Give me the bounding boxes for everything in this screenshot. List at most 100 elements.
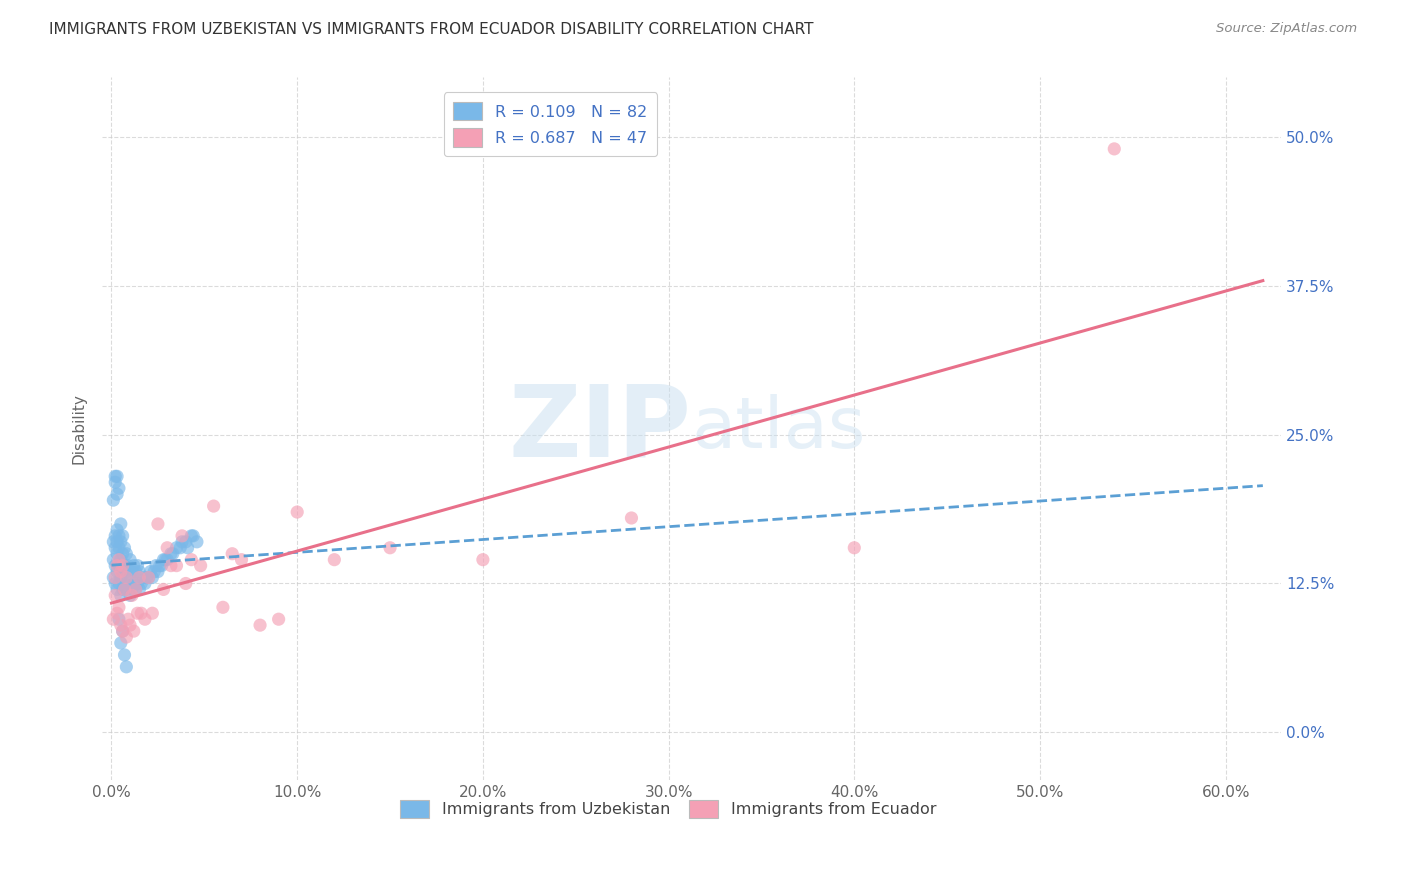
Point: [114, 582, 136, 597]
Point: [180, 529, 202, 543]
Point: [156, 541, 179, 555]
Point: [115, 570, 138, 584]
Point: [105, 565, 128, 579]
Point: [146, 565, 169, 579]
Point: [105, 582, 128, 597]
Point: [620, 511, 643, 525]
Point: [127, 558, 149, 573]
Point: [115, 565, 138, 579]
Point: [108, 612, 131, 626]
Point: [103, 534, 125, 549]
Point: [104, 576, 127, 591]
Point: [160, 558, 183, 573]
Point: [128, 570, 150, 584]
Point: [152, 582, 174, 597]
Point: [114, 541, 136, 555]
Point: [110, 636, 132, 650]
Point: [115, 582, 138, 597]
Point: [114, 648, 136, 662]
Point: [120, 618, 142, 632]
Point: [103, 612, 125, 626]
Point: [139, 565, 162, 579]
Point: [138, 570, 160, 584]
Point: [111, 565, 134, 579]
Point: [110, 552, 132, 566]
Point: [128, 565, 150, 579]
Point: [120, 588, 142, 602]
Point: [110, 588, 132, 602]
Point: [103, 552, 125, 566]
Point: [156, 552, 179, 566]
Point: [323, 552, 346, 566]
Point: [108, 481, 131, 495]
Point: [1104, 142, 1126, 156]
Point: [170, 534, 193, 549]
Point: [104, 570, 127, 584]
Point: [105, 558, 128, 573]
Point: [132, 570, 155, 584]
Point: [129, 607, 152, 621]
Point: [111, 547, 134, 561]
Point: [111, 558, 134, 573]
Point: [111, 582, 134, 597]
Point: [135, 570, 157, 584]
Point: [844, 541, 866, 555]
Point: [181, 529, 204, 543]
Point: [104, 558, 127, 573]
Point: [160, 547, 183, 561]
Point: [141, 570, 163, 584]
Point: [114, 558, 136, 573]
Point: [108, 600, 131, 615]
Point: [114, 576, 136, 591]
Point: [149, 558, 172, 573]
Point: [110, 516, 132, 531]
Point: [166, 558, 188, 573]
Point: [110, 618, 132, 632]
Point: [117, 576, 139, 591]
Point: [138, 570, 160, 584]
Point: [105, 534, 128, 549]
Point: [267, 612, 290, 626]
Point: [120, 570, 142, 584]
Point: [249, 618, 271, 632]
Point: [120, 552, 142, 566]
Point: [155, 552, 177, 566]
Point: [103, 570, 125, 584]
Point: [471, 552, 494, 566]
Point: [174, 534, 197, 549]
Point: [108, 552, 131, 566]
Point: [115, 547, 138, 561]
Point: [122, 624, 145, 639]
Point: [122, 558, 145, 573]
Point: [176, 541, 198, 555]
Point: [378, 541, 401, 555]
Point: [202, 499, 225, 513]
Point: [127, 576, 149, 591]
Point: [169, 541, 191, 555]
Point: [111, 624, 134, 639]
Point: [152, 552, 174, 566]
Point: [105, 607, 128, 621]
Point: [117, 558, 139, 573]
Point: [231, 552, 253, 566]
Point: [105, 487, 128, 501]
Point: [186, 534, 208, 549]
Point: [128, 582, 150, 597]
Y-axis label: Disability: Disability: [72, 393, 86, 464]
Point: [104, 469, 127, 483]
Point: [122, 576, 145, 591]
Point: [134, 612, 156, 626]
Point: [105, 523, 128, 537]
Point: [127, 607, 149, 621]
Point: [104, 529, 127, 543]
Point: [146, 516, 169, 531]
Point: [180, 552, 202, 566]
Point: [110, 570, 132, 584]
Point: [190, 558, 212, 573]
Point: [103, 493, 125, 508]
Point: [105, 547, 128, 561]
Point: [212, 600, 235, 615]
Point: [117, 612, 139, 626]
Point: [174, 576, 197, 591]
Point: [104, 475, 127, 490]
